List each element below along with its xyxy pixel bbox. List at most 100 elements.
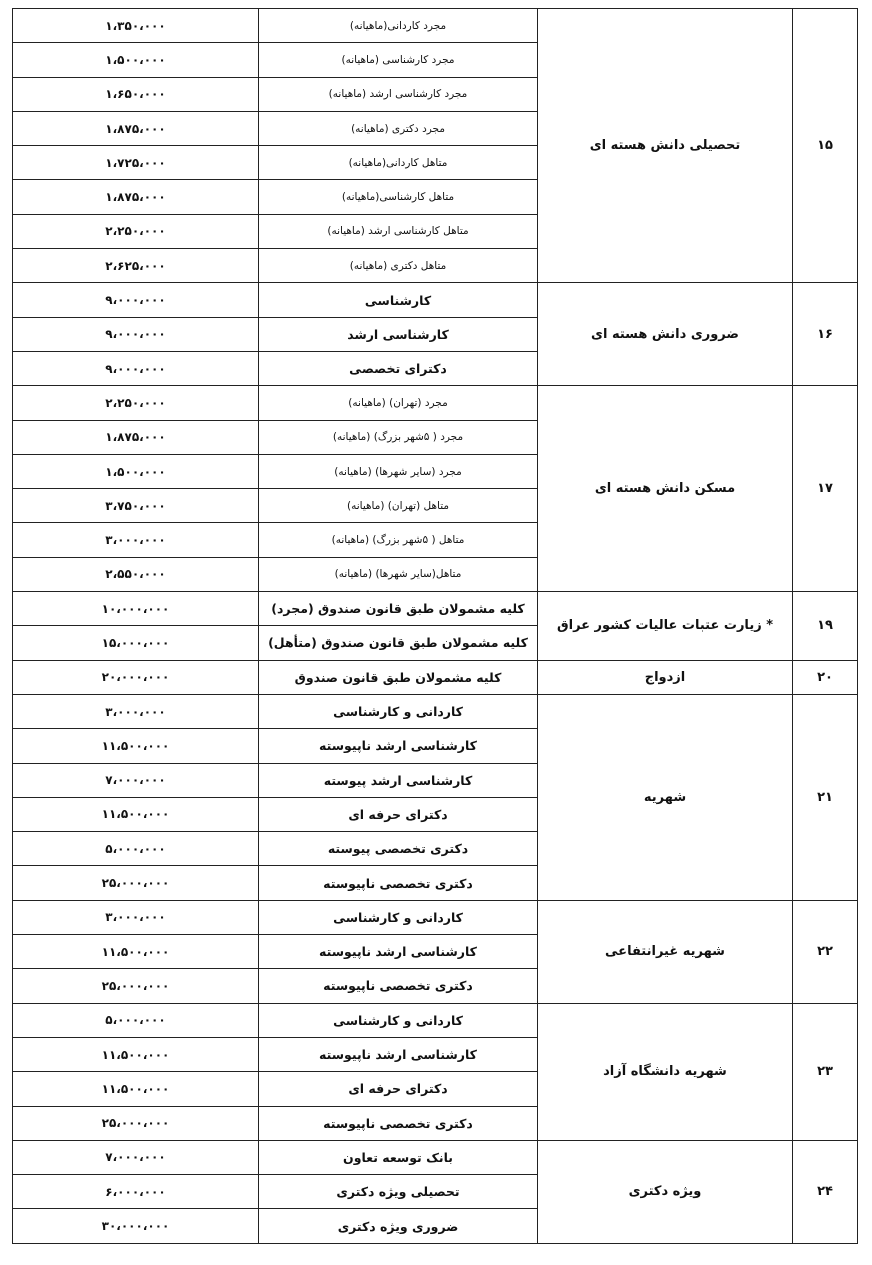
table-row: کارشناسی ارشد ۹،۰۰۰،۰۰۰ [12,316,858,352]
description: دکترای حرفه ای [258,1071,538,1107]
amount: ۱،۵۰۰،۰۰۰ [12,42,259,78]
description: دکتری تخصصی ناپیوسته [258,968,538,1004]
table-row: کارشناسی ارشد پیوسته ۷،۰۰۰،۰۰۰ [12,762,858,798]
description: مجرد (سایر شهرها) (ماهیانه) [258,453,538,490]
row-number: ۲۱ [792,693,858,901]
description: کاردانی و کارشناسی [258,693,538,730]
amount: ۶،۰۰۰،۰۰۰ [12,1174,259,1210]
description: کارشناسی ارشد ناپیوسته [258,1036,538,1073]
table-row: ۲۰ ازدواج کلیه مشمولان طبق قانون صندوق ۲۰،۰… [12,659,858,695]
category: ضروری دانش هسته ای [537,282,793,387]
table-row: مجرد کارشناسی (ماهیانه) ۱،۵۰۰،۰۰۰ [12,42,858,78]
amount: ۱۰،۰۰۰،۰۰۰ [12,591,259,627]
table-row: ضروری ویژه دکتری ۳۰،۰۰۰،۰۰۰ [12,1208,858,1244]
amount: ۳،۷۵۰،۰۰۰ [12,488,259,524]
amount: ۱،۵۰۰،۰۰۰ [12,453,259,490]
amount: ۹،۰۰۰،۰۰۰ [12,350,259,387]
amount: ۲۵،۰۰۰،۰۰۰ [12,968,259,1004]
description: دکترای حرفه ای [258,796,538,833]
description: دکتری تخصصی ناپیوسته [258,1105,538,1141]
description: کاردانی و کارشناسی [258,899,538,936]
table-row: ۱۷ مسکن دانش هسته ای مجرد (تهران) (ماهیانه… [12,385,858,593]
amount: ۷،۰۰۰،۰۰۰ [12,1139,259,1176]
category: تحصیلی دانش هسته ای [537,7,793,284]
description: دکتری تخصصی ناپیوسته [258,865,538,901]
table-row: کارشناسی ارشد ناپیوسته ۱۱،۵۰۰،۰۰۰ [12,1036,858,1073]
amount: ۲،۵۵۰،۰۰۰ [12,556,259,593]
description: متاهل کارشناسی(ماهیانه) [258,179,538,215]
description: مجرد کاردانی(ماهیانه) [258,7,538,44]
description: مجرد دکتری (ماهیانه) [258,110,538,147]
table-row: متاهل کارشناسی(ماهیانه) ۱،۸۷۵،۰۰۰ [12,179,858,215]
description: ضروری ویژه دکتری [258,1208,538,1244]
amount: ۵،۰۰۰،۰۰۰ [12,1002,259,1038]
table-row: متاهل(سایر شهرها) (ماهیانه) ۲،۵۵۰،۰۰۰ [12,556,858,593]
description: مجرد کارشناسی (ماهیانه) [258,42,538,78]
description: کلیه مشمولان طبق قانون صندوق [258,659,538,695]
description: مجرد (تهران) (ماهیانه) [258,385,538,421]
table-row: کارشناسی ارشد ناپیوسته ۱۱،۵۰۰،۰۰۰ [12,728,858,764]
amount: ۵،۰۰۰،۰۰۰ [12,831,259,867]
table-row: ۱۵ تحصیلی دانش هسته ای مجرد کاردانی(ماهیان… [12,7,858,284]
category: شهریه دانشگاه آزاد [537,1002,793,1141]
description: کارشناسی [258,282,538,318]
amount: ۱،۳۵۰،۰۰۰ [12,7,259,44]
table-row: ۲۱ شهریه کاردانی و کارشناسی ۳،۰۰۰،۰۰۰ [12,693,858,901]
amount: ۷،۰۰۰،۰۰۰ [12,762,259,798]
amount: ۲،۲۵۰،۰۰۰ [12,385,259,421]
table-row: ۲۴ ویژه دکتری بانک توسعه تعاون ۷،۰۰۰،۰۰۰ [12,1139,858,1244]
amount: ۱،۸۷۵،۰۰۰ [12,110,259,147]
table-row: کارشناسی ارشد ناپیوسته ۱۱،۵۰۰،۰۰۰ [12,934,858,970]
table-row: دکتری تخصصی ناپیوسته ۲۵،۰۰۰،۰۰۰ [12,968,858,1004]
amount: ۹،۰۰۰،۰۰۰ [12,316,259,352]
table-row: متاهل ( ۵شهر بزرگ) (ماهیانه) ۳،۰۰۰،۰۰۰ [12,522,858,558]
amount: ۱،۶۵۰،۰۰۰ [12,76,259,112]
row-number: ۱۶ [792,282,858,387]
table-row: ۲۳ شهریه دانشگاه آزاد کاردانی و کارشناسی ۵،… [12,1002,858,1141]
amount: ۹،۰۰۰،۰۰۰ [12,282,259,318]
description: کارشناسی ارشد [258,316,538,352]
table-row: دکتری تخصصی پیوسته ۵،۰۰۰،۰۰۰ [12,831,858,867]
table-row: مجرد کارشناسی ارشد (ماهیانه) ۱،۶۵۰،۰۰۰ [12,76,858,112]
amount: ۱۱،۵۰۰،۰۰۰ [12,1071,259,1107]
amount: ۲،۲۵۰،۰۰۰ [12,213,259,250]
amount: ۲،۶۲۵،۰۰۰ [12,248,259,284]
amount: ۱۱،۵۰۰،۰۰۰ [12,1036,259,1073]
table-row: دکتری تخصصی ناپیوسته ۲۵،۰۰۰،۰۰۰ [12,1105,858,1141]
table-row: مجرد ( ۵شهر بزرگ) (ماهیانه) ۱،۸۷۵،۰۰۰ [12,419,858,455]
amount: ۳،۰۰۰،۰۰۰ [12,899,259,936]
description: کلیه مشمولان طبق قانون صندوق (متأهل) [258,625,538,661]
amount: ۱،۷۲۵،۰۰۰ [12,145,259,181]
category: مسکن دانش هسته ای [537,385,793,593]
table-row: کلیه مشمولان طبق قانون صندوق (متأهل) ۱۵،۰… [12,625,858,661]
category: ازدواج [537,659,793,695]
description: متاهل (تهران) (ماهیانه) [258,488,538,524]
description: بانک توسعه تعاون [258,1139,538,1176]
table-row: ۱۹ * زیارت عتبات عالیات کشور عراق کلیه مشم… [12,591,858,661]
table-row: دکتری تخصصی ناپیوسته ۲۵،۰۰۰،۰۰۰ [12,865,858,901]
table-row: مجرد (سایر شهرها) (ماهیانه) ۱،۵۰۰،۰۰۰ [12,453,858,490]
category: شهریه غیرانتفاعی [537,899,793,1004]
row-number: ۱۷ [792,385,858,593]
amount: ۱۱،۵۰۰،۰۰۰ [12,934,259,970]
description: دکترای تخصصی [258,350,538,387]
benefits-table: ۱۵ تحصیلی دانش هسته ای مجرد کاردانی(ماهیان… [12,7,858,1244]
amount: ۳۰،۰۰۰،۰۰۰ [12,1208,259,1244]
category: شهریه [537,693,793,901]
description: متاهل کاردانی(ماهیانه) [258,145,538,181]
amount: ۱۵،۰۰۰،۰۰۰ [12,625,259,661]
amount: ۲۵،۰۰۰،۰۰۰ [12,865,259,901]
row-number: ۲۰ [792,659,858,695]
description: متاهل ( ۵شهر بزرگ) (ماهیانه) [258,522,538,558]
row-number: ۲۴ [792,1139,858,1244]
description: کارشناسی ارشد پیوسته [258,762,538,798]
description: متاهل(سایر شهرها) (ماهیانه) [258,556,538,593]
amount: ۳،۰۰۰،۰۰۰ [12,693,259,730]
amount: ۱،۸۷۵،۰۰۰ [12,179,259,215]
row-number: ۲۳ [792,1002,858,1141]
table-row: متاهل کاردانی(ماهیانه) ۱،۷۲۵،۰۰۰ [12,145,858,181]
table-row: ۲۲ شهریه غیرانتفاعی کاردانی و کارشناسی ۳،۰۰… [12,899,858,1004]
table-row: متاهل دکتری (ماهیانه) ۲،۶۲۵،۰۰۰ [12,248,858,284]
table-row: دکترای تخصصی ۹،۰۰۰،۰۰۰ [12,350,858,387]
